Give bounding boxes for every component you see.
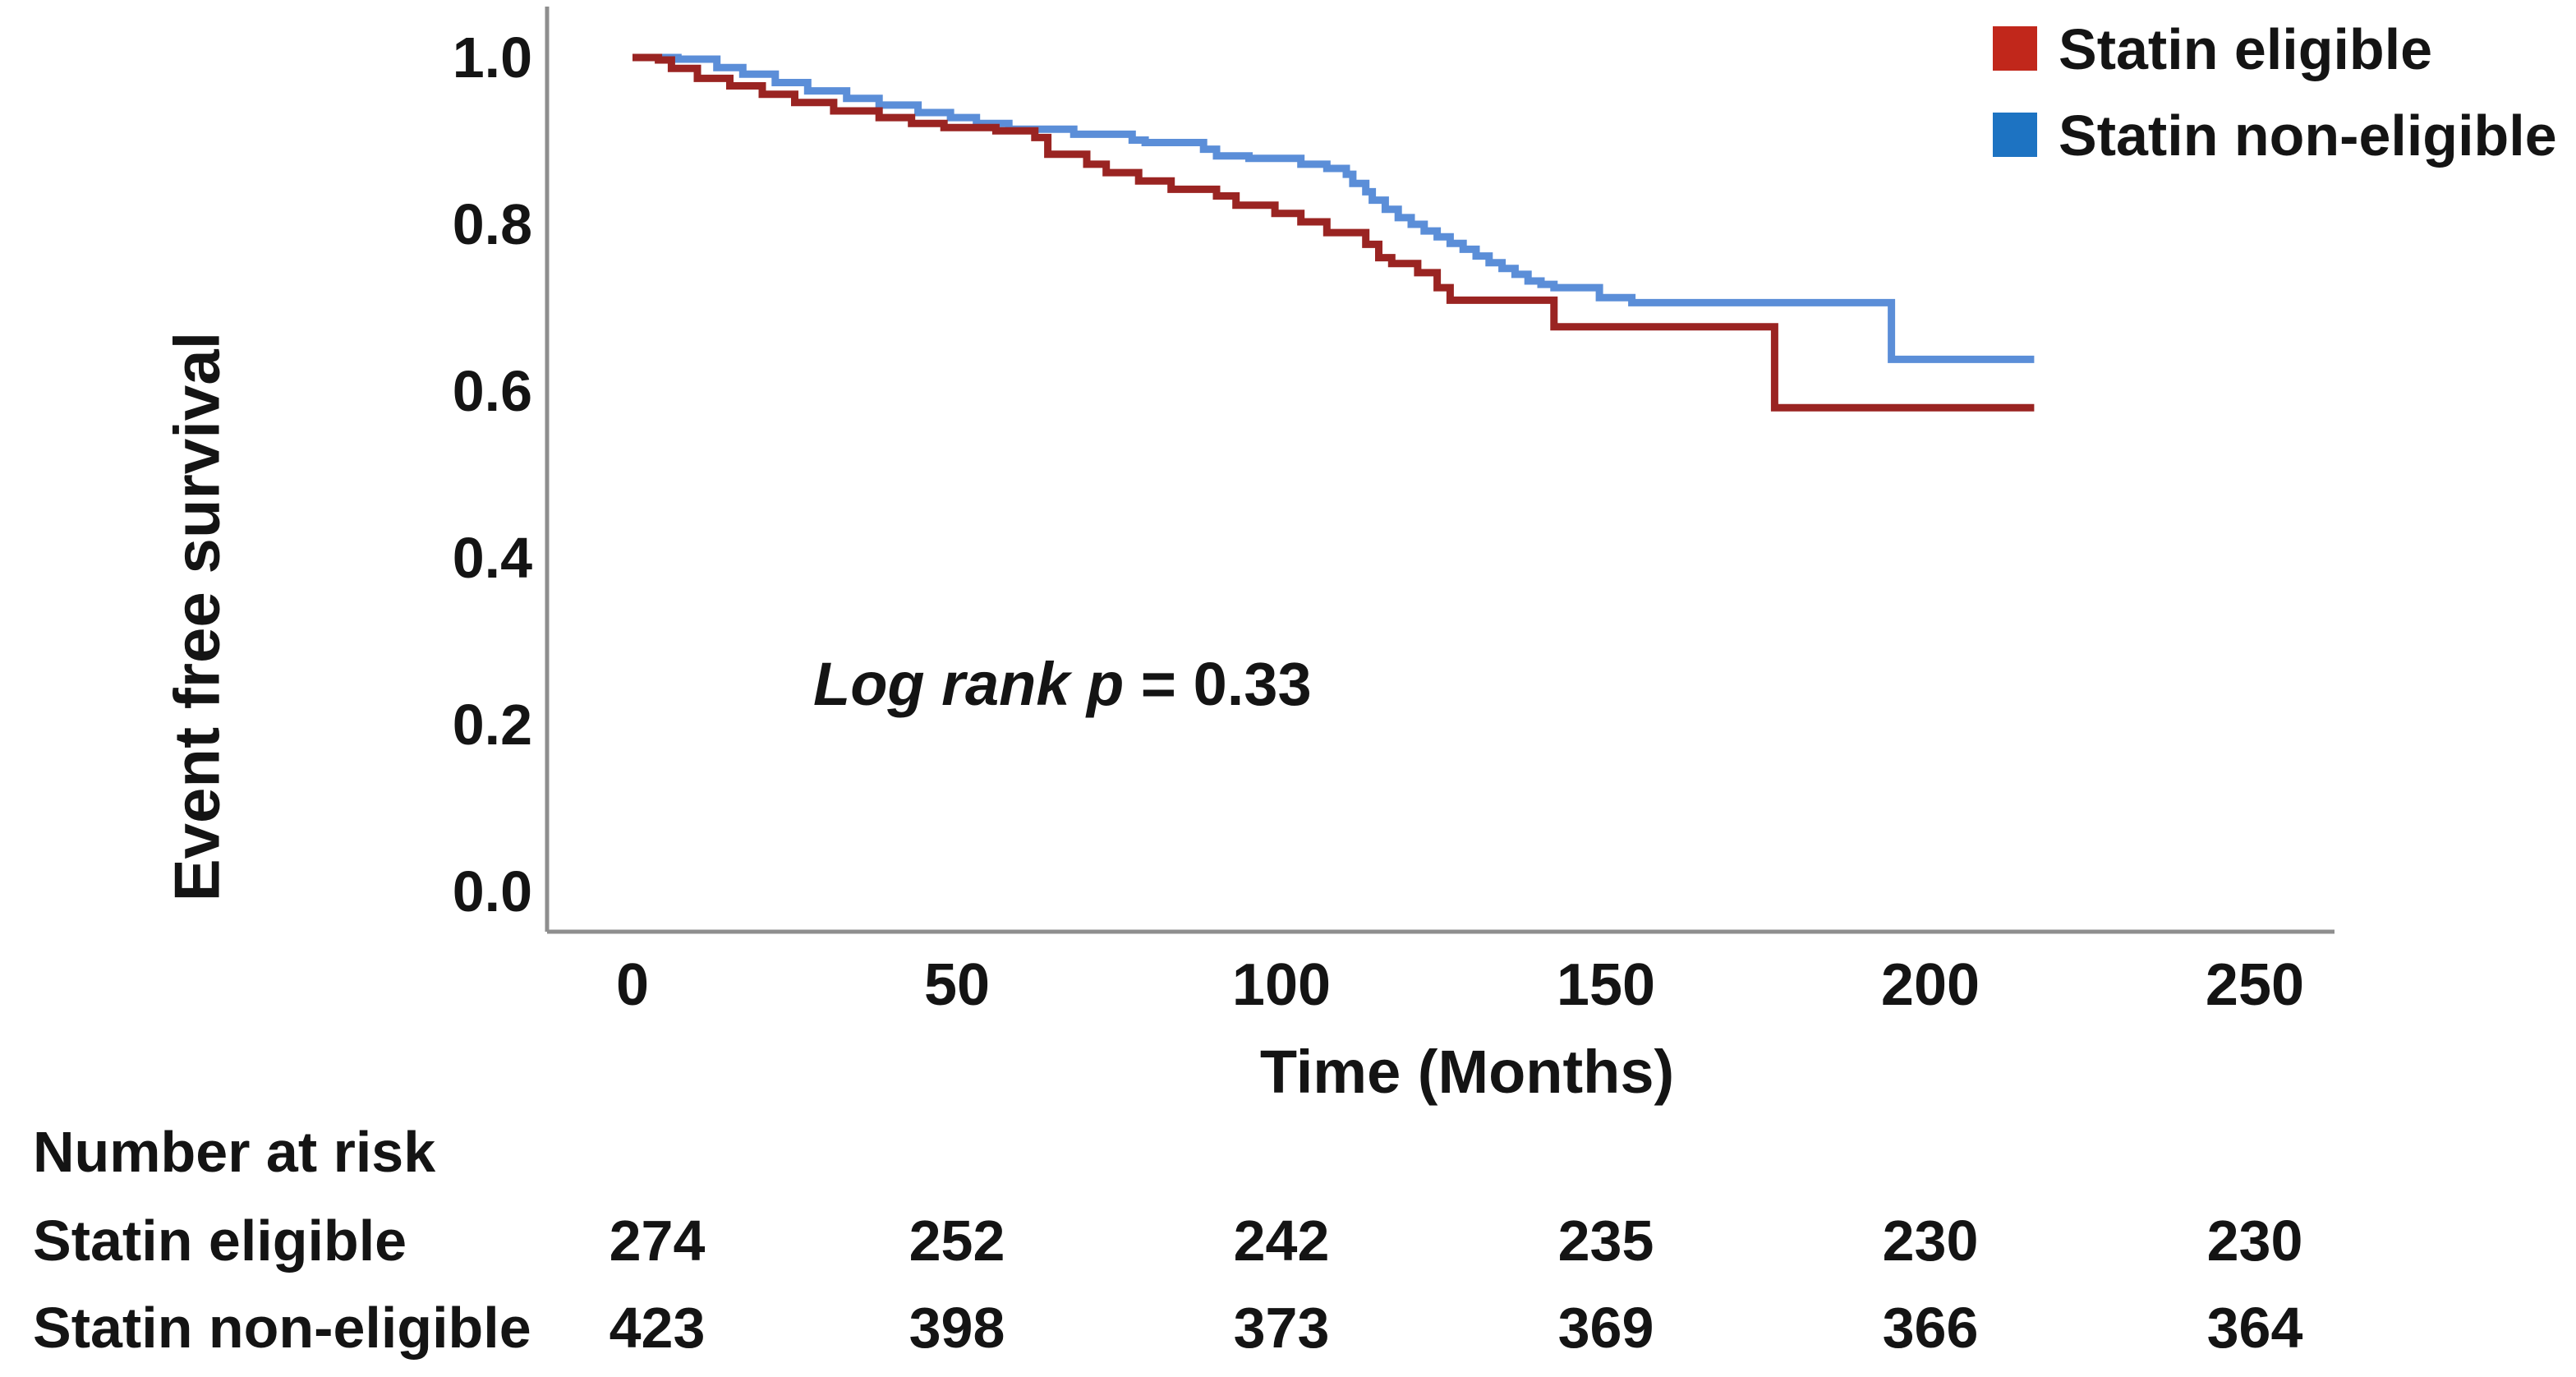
risk-value: 242 (1233, 1209, 1330, 1273)
y-tick-label-0.2: 0.2 (452, 693, 532, 757)
risk-table-title: Number at risk (33, 1120, 436, 1184)
curve-statin-non-eligible (632, 53, 2035, 363)
risk-value: 235 (1557, 1209, 1654, 1273)
y-tick-label-0.6: 0.6 (452, 359, 532, 423)
curve-statin-eligible (632, 53, 2035, 412)
legend-swatch-icon (1993, 26, 2037, 71)
risk-value: 364 (2206, 1296, 2303, 1360)
legend-label: Statin non-eligible (2058, 104, 2557, 168)
risk-value: 274 (609, 1209, 706, 1273)
legend-swatch-icon (1993, 113, 2037, 157)
risk-row-label: Statin eligible (33, 1209, 407, 1273)
y-tick-label-0.8: 0.8 (452, 192, 532, 256)
risk-value: 252 (908, 1209, 1005, 1273)
log-rank-annotation: Log rank p = 0.33 (813, 649, 1312, 719)
log-rank-annotation-italic: Log rank p (813, 650, 1125, 718)
risk-value: 230 (2206, 1209, 2303, 1273)
risk-row-label: Statin non-eligible (33, 1296, 531, 1360)
x-tick-label-100: 100 (1231, 952, 1332, 1018)
risk-value: 366 (1882, 1296, 1979, 1360)
y-tick-label-1.0: 1.0 (452, 25, 532, 90)
x-tick-label-150: 150 (1556, 952, 1656, 1018)
log-rank-annotation-value: = 0.33 (1124, 650, 1312, 718)
y-tick-label-0.4: 0.4 (452, 526, 532, 590)
risk-value: 369 (1557, 1296, 1654, 1360)
y-axis-title: Event free survival (160, 331, 233, 902)
risk-value: 230 (1882, 1209, 1979, 1273)
risk-value: 423 (609, 1296, 706, 1360)
x-tick-label-50: 50 (923, 952, 991, 1018)
risk-value: 398 (908, 1296, 1005, 1360)
x-axis-title: Time (Months) (1259, 1038, 1675, 1106)
x-tick-label-0: 0 (615, 952, 650, 1018)
y-tick-label-0.0: 0.0 (452, 859, 532, 923)
risk-value: 373 (1233, 1296, 1330, 1360)
x-tick-label-250: 250 (2205, 952, 2305, 1018)
legend-label: Statin eligible (2058, 17, 2433, 81)
x-tick-label-200: 200 (1880, 952, 1980, 1018)
